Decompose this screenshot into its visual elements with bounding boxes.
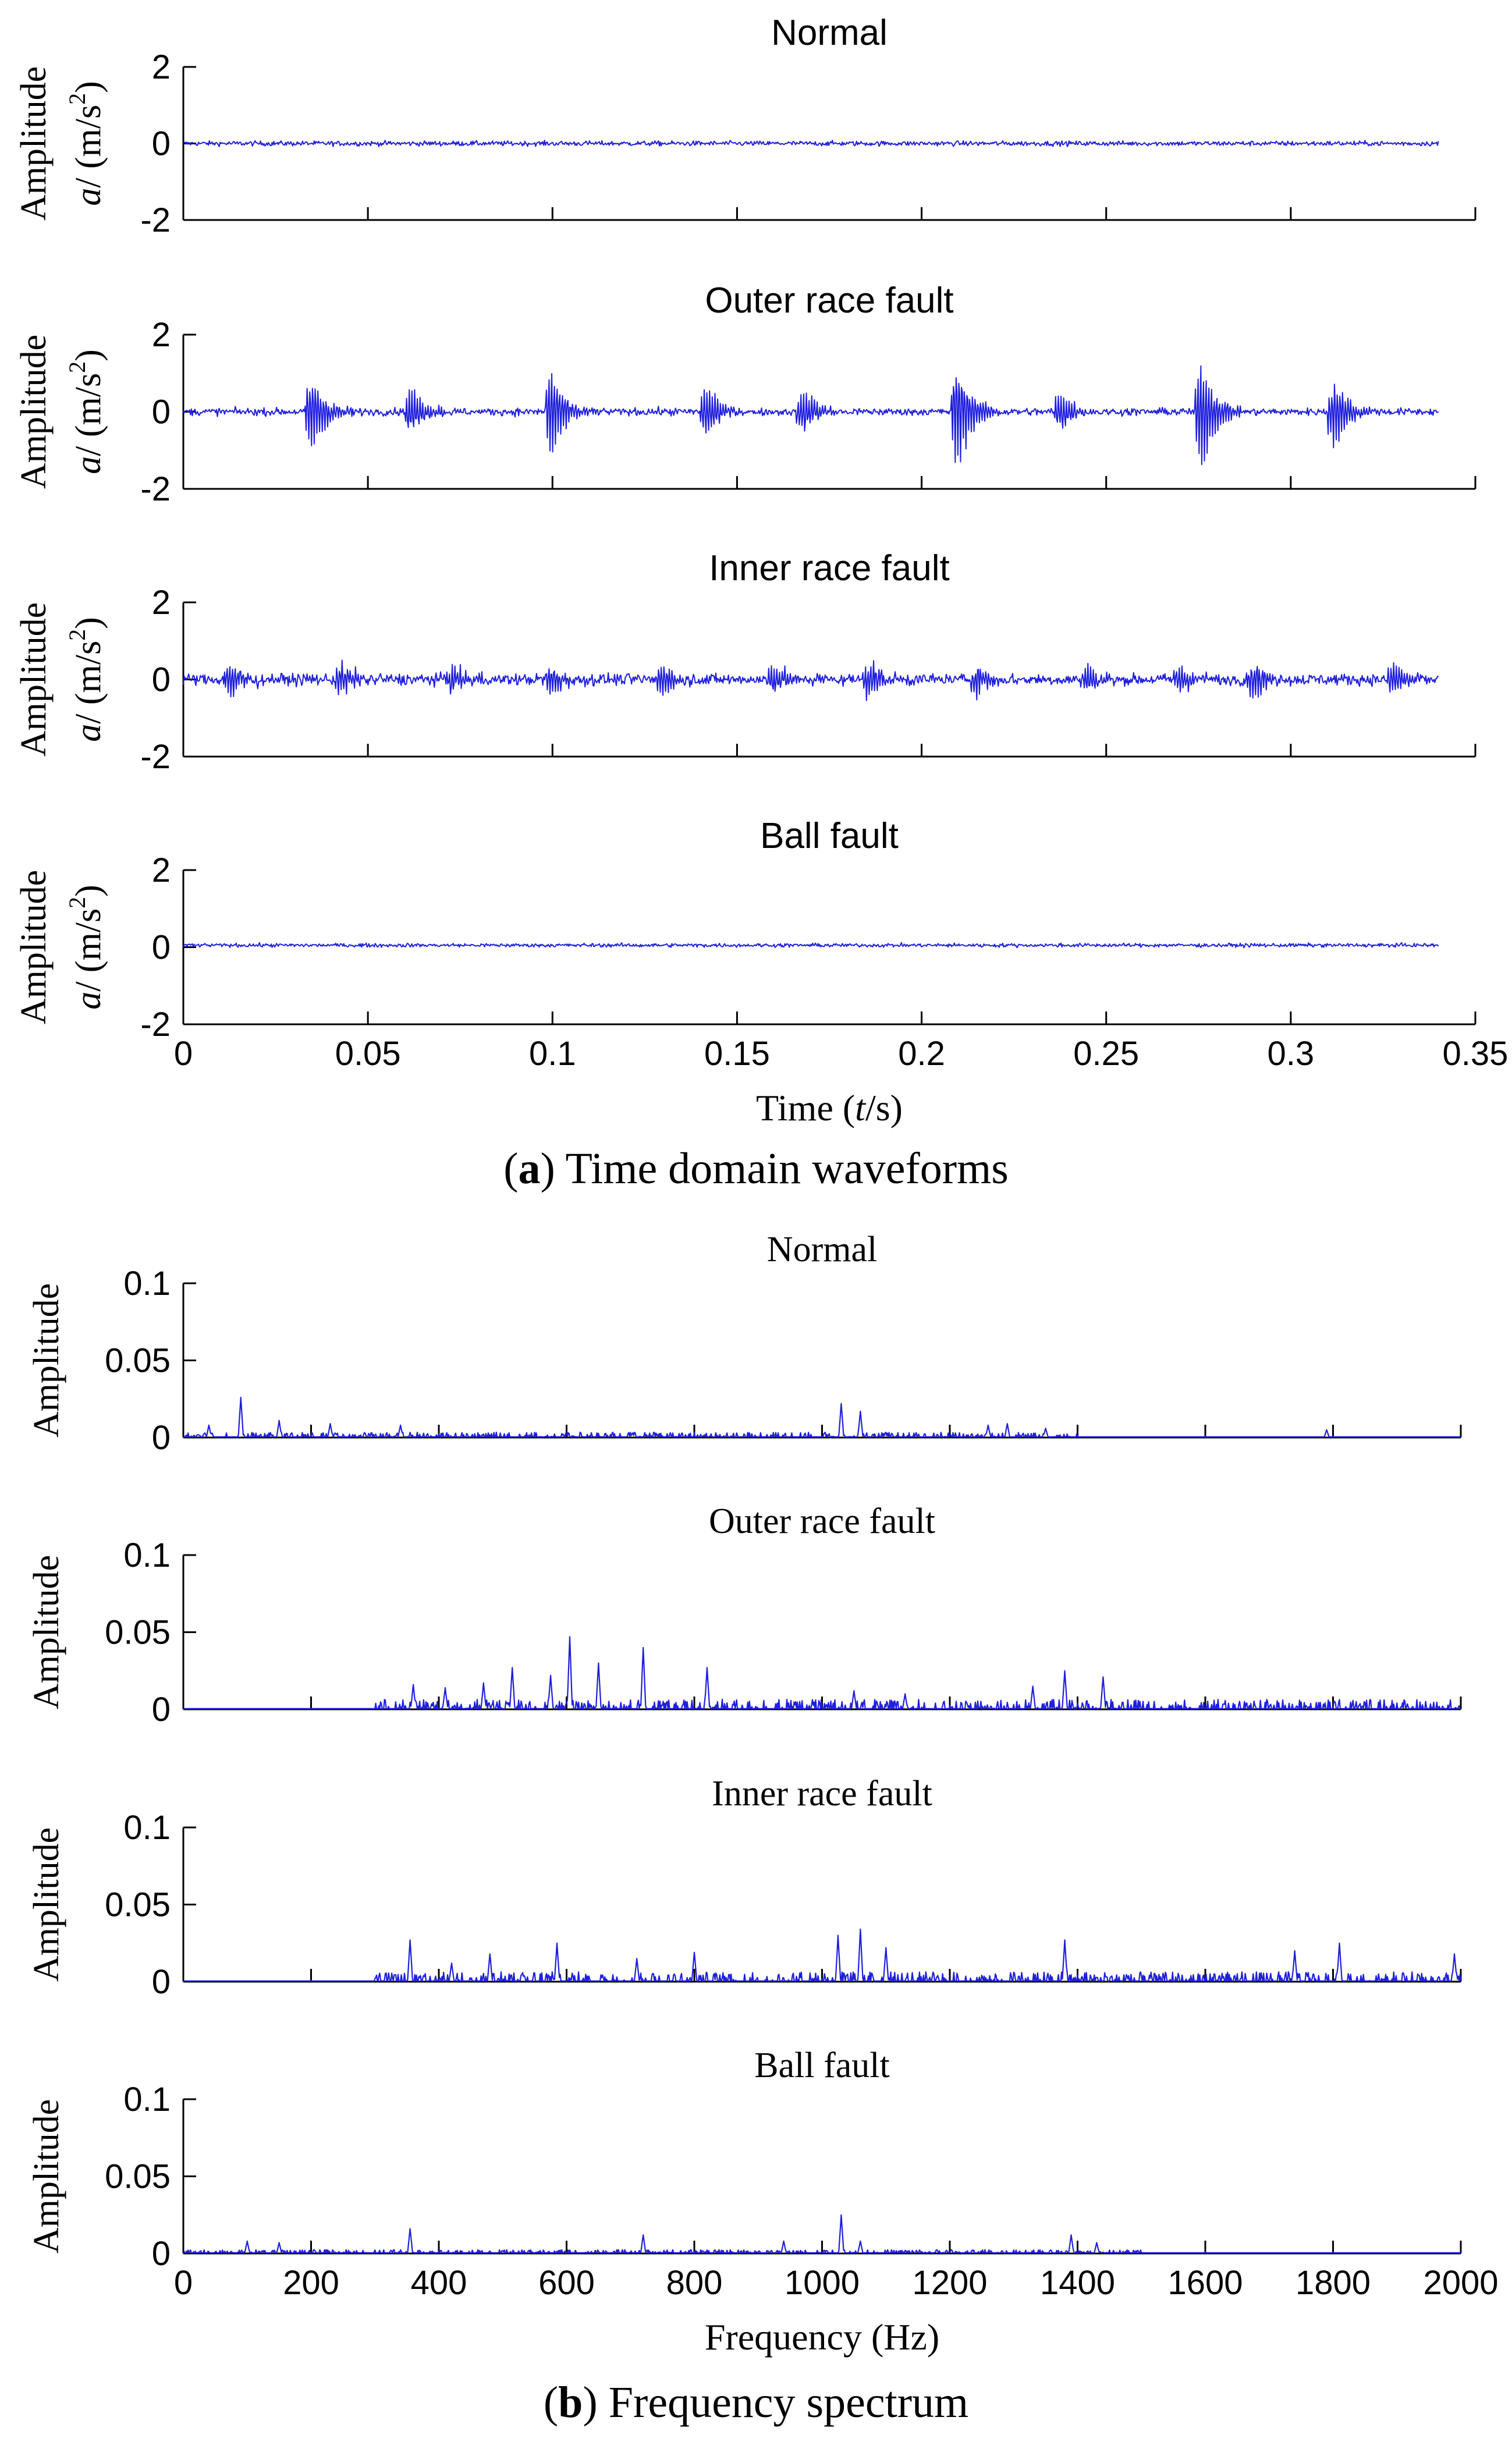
panel-3-title: Ball fault [760, 816, 899, 856]
panel-6-ylabel-amplitude: Amplitude [27, 1827, 66, 1982]
panel-4-y-tick-label: 0.05 [105, 1342, 171, 1380]
panel-2-ylabel-unit-text: / (m/s [69, 641, 108, 724]
panel-3-xlabel-text: Time ( [756, 1087, 855, 1128]
panel-1-ylabel-sup: 2 [64, 361, 90, 373]
panel-1-y-tick-label: 0 [152, 393, 171, 431]
panel-6-series-line [183, 1928, 1462, 1982]
panel-3-ylabel-close: ) [69, 885, 108, 897]
panel-2-y-tick-label: 2 [152, 584, 171, 622]
panel-5-y-tick-label: 0.1 [123, 1536, 171, 1574]
panel-5-y-tick-label: 0.05 [105, 1614, 171, 1652]
panel-1-y-tick-label: 2 [152, 316, 171, 354]
caption-b: (b) Frequency spectrum [543, 2378, 969, 2427]
panel-0-y-tick-label: -2 [140, 201, 171, 239]
panel-5-title: Outer race fault [709, 1502, 935, 1541]
panel-2-y-tick-label: -2 [140, 738, 171, 776]
panel-1-ylabel-unit-text: / (m/s [69, 373, 108, 456]
panel-7-x-tick-label: 1600 [1167, 2264, 1243, 2302]
panel-2-ylabel-amplitude: Amplitude [14, 602, 54, 757]
panel-7-series-line [183, 2214, 1461, 2253]
panel-3-xlabel: Time (t/s) [756, 1087, 903, 1128]
panel-7-x-tick-label: 1200 [912, 2264, 987, 2302]
panel-7-y-tick-label: 0.05 [105, 2158, 171, 2196]
panel-6-y-tick-label: 0.05 [105, 1886, 171, 1924]
panel-0-y-tick-label: 0 [152, 125, 171, 163]
panel-0-ylabel-unit-text: / (m/s [69, 105, 108, 188]
panel-7-ylabel-amplitude: Amplitude [27, 2099, 66, 2253]
panel-3-y-tick-label: 0 [152, 929, 171, 967]
panel-3-xlabel-var: t [855, 1087, 867, 1128]
panel-7-title: Ball fault [754, 2046, 889, 2085]
panel-5-series-line [183, 1636, 1461, 1709]
panel-7-x-tick-label: 1400 [1040, 2264, 1115, 2302]
panel-3-ylabel-unit: a/ (m/s2) [64, 885, 108, 1010]
panel-3-x-tick-label: 0.3 [1268, 1035, 1315, 1073]
panel-1-title: Outer race fault [705, 281, 953, 321]
panel-2-ylabel-unit: a/ (m/s2) [64, 617, 108, 742]
panel-4-ylabel-amplitude: Amplitude [27, 1283, 66, 1438]
panel-3-x-tick-label: 0.2 [898, 1035, 945, 1073]
panel-7-x-tick-label: 600 [538, 2264, 595, 2302]
panel-3-x-tick-label: 0.25 [1073, 1035, 1139, 1073]
panel-7-y-tick-label: 0.1 [123, 2081, 171, 2118]
panel-2-y-tick-label: 0 [152, 661, 171, 699]
panel-2-title: Inner race fault [709, 548, 950, 588]
panel-3-y-tick-label: -2 [140, 1006, 171, 1044]
panel-4-title: Normal [767, 1230, 877, 1269]
panel-3-series-line [183, 942, 1439, 949]
panel-4-series-line [183, 1397, 1461, 1438]
panel-1-y-tick-label: -2 [140, 470, 171, 508]
panel-3-ylabel-var: a [69, 992, 108, 1010]
panel-7-x-tick-label: 800 [666, 2264, 723, 2302]
panel-3-ylabel-unit-text: / (m/s [69, 908, 108, 992]
panel-1-series-line [183, 365, 1439, 466]
panel-0-ylabel-var: a [69, 188, 108, 206]
panel-2-ylabel-var: a [69, 724, 108, 742]
panel-6-y-tick-label: 0.1 [123, 1809, 171, 1847]
caption-b-letter: b [558, 2378, 583, 2427]
panel-1-ylabel-amplitude: Amplitude [14, 335, 54, 489]
panel-1-ylabel-unit: a/ (m/s2) [64, 349, 108, 474]
panel-3-x-tick-label: 0.05 [335, 1035, 401, 1073]
panel-6-y-tick-label: 0 [152, 1963, 171, 2001]
caption-a-text: Time domain waveforms [555, 1144, 1009, 1193]
panel-1-ylabel-var: a [69, 456, 108, 474]
panel-5-ylabel-amplitude: Amplitude [27, 1555, 66, 1709]
caption-a: (a) Time domain waveforms [503, 1144, 1009, 1193]
panel-3-x-tick-label: 0.15 [704, 1035, 770, 1073]
panel-0-ylabel-sup: 2 [64, 93, 90, 105]
panel-5-y-tick-label: 0 [152, 1691, 171, 1729]
panel-0-ylabel-close: ) [69, 81, 108, 93]
panel-7-x-tick-label: 2000 [1423, 2264, 1498, 2302]
panel-1-ylabel-close: ) [69, 349, 108, 361]
panel-3-x-tick-label: 0 [174, 1035, 193, 1073]
panel-0-ylabel-unit: a/ (m/s2) [64, 81, 108, 206]
panel-0-ylabel-amplitude: Amplitude [14, 66, 54, 221]
panel-6-title: Inner race fault [712, 1774, 932, 1813]
panel-2-ylabel-close: ) [69, 617, 108, 629]
panel-7-x-tick-label: 0 [174, 2264, 193, 2302]
caption-b-text: Frequency spectrum [597, 2378, 969, 2427]
panel-4-y-tick-label: 0.1 [123, 1265, 171, 1302]
panel-2-ylabel-sup: 2 [64, 629, 90, 641]
panel-2-series-line [183, 659, 1439, 701]
panel-7-x-tick-label: 1000 [785, 2264, 860, 2302]
panel-3-xlabel-tail: /s) [865, 1087, 903, 1128]
panel-3-ylabel-amplitude: Amplitude [14, 870, 54, 1024]
panel-3-y-tick-label: 2 [152, 851, 171, 889]
panel-3-ylabel-sup: 2 [64, 897, 90, 908]
panel-7-x-tick-label: 400 [411, 2264, 467, 2302]
panel-3-x-tick-label: 0.1 [529, 1035, 576, 1073]
panel-4-y-tick-label: 0 [152, 1419, 171, 1457]
panel-7-y-tick-label: 0 [152, 2235, 171, 2273]
panel-7-x-tick-label: 200 [283, 2264, 339, 2302]
caption-a-letter: a [518, 1144, 541, 1193]
panel-7-xlabel: Frequency (Hz) [705, 2316, 939, 2358]
panel-3-x-tick-label: 0.35 [1443, 1035, 1509, 1073]
panel-7-x-tick-label: 1800 [1296, 2264, 1371, 2302]
panel-0-series-line [183, 140, 1439, 147]
panel-0-title: Normal [771, 13, 888, 53]
panel-0-y-tick-label: 2 [152, 48, 171, 86]
